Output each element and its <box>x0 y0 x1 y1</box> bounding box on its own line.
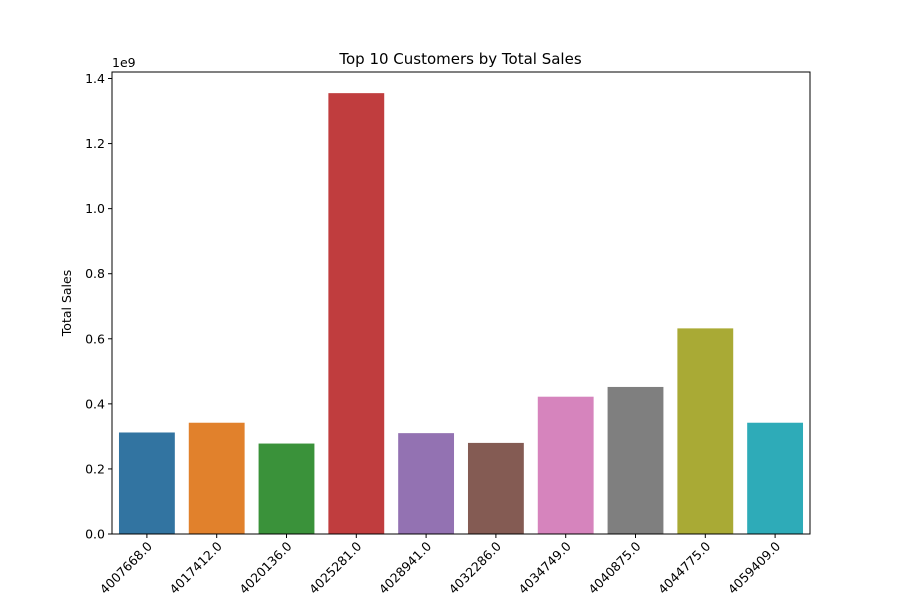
y-axis-label: Total Sales <box>59 270 74 337</box>
y-tick-label: 0.0 <box>85 527 105 542</box>
bar-4025281.0 <box>328 93 385 534</box>
plot-frame <box>111 71 811 535</box>
y-tick-label: 1.0 <box>85 201 105 216</box>
chart-title: Top 10 Customers by Total Sales <box>338 50 581 68</box>
bar-4032286.0 <box>467 442 524 534</box>
bar-4059409.0 <box>747 422 804 534</box>
y-tick-label: 0.2 <box>85 461 105 476</box>
bar-4034749.0 <box>537 396 594 534</box>
x-tick-label: 4007668.0 <box>97 538 155 596</box>
x-tick-label: 4020136.0 <box>236 538 294 596</box>
x-tick-label: 4032286.0 <box>446 538 504 596</box>
bar-4028941.0 <box>398 433 455 534</box>
x-tick-label: 4028941.0 <box>376 538 434 596</box>
x-tick-label: 4034749.0 <box>515 538 573 596</box>
bar-4044775.0 <box>677 328 734 534</box>
x-axis-ticks: 4007668.0 4017412.0 4020136.0 4025281.0 4028… <box>97 534 783 597</box>
bars-group <box>118 93 804 534</box>
x-tick-label: 4044775.0 <box>655 538 713 596</box>
y-tick-label: 0.4 <box>85 396 105 411</box>
bar-4020136.0 <box>258 443 315 534</box>
x-tick-label: 4040875.0 <box>585 538 643 596</box>
y-axis-ticks: 0.0 0.2 0.4 0.6 0.8 1.0 1.2 1.4 <box>85 71 112 542</box>
x-tick-label: 4059409.0 <box>725 538 783 596</box>
bar-4017412.0 <box>188 422 245 534</box>
y-tick-label: 0.8 <box>85 266 105 281</box>
bar-4007668.0 <box>118 432 175 534</box>
y-tick-label: 1.2 <box>85 136 105 151</box>
x-tick-label: 4017412.0 <box>166 538 224 596</box>
x-tick-label: 4025281.0 <box>306 538 364 596</box>
bar-4040875.0 <box>607 386 664 534</box>
y-tick-label: 0.6 <box>85 331 105 346</box>
y-tick-label: 1.4 <box>85 71 105 86</box>
y-axis-offset-label: 1e9 <box>112 55 136 70</box>
